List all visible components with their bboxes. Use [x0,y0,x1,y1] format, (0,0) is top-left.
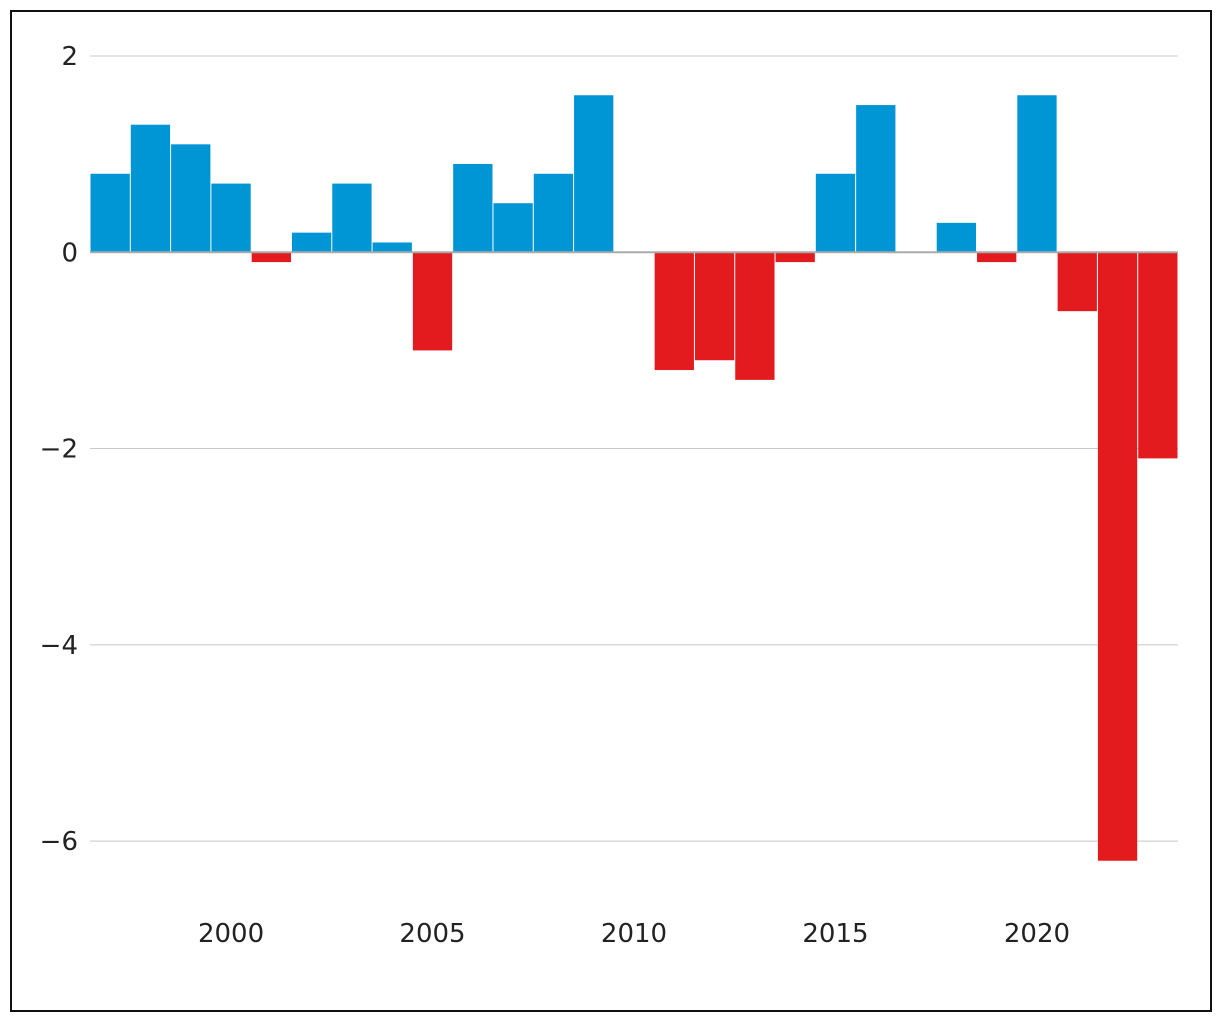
bar-2007 [493,203,533,253]
bar-2014 [775,252,815,263]
bar-2005 [412,252,453,351]
x-tick-label: 2010 [601,919,667,949]
bar-2008 [533,173,574,253]
y-tick-label: 2 [61,42,78,72]
bar-2016 [856,105,896,253]
bar-2012 [694,252,735,361]
bar-2003 [332,183,372,253]
grid-lines [90,55,1178,842]
bar-2018 [936,222,977,253]
x-tick-label: 2015 [802,919,868,949]
bar-2000 [211,183,251,253]
x-axis-ticks: 2000 2005 2010 2015 2020 [198,919,1070,949]
x-tick-label: 2020 [1004,919,1070,949]
y-tick-label: 0 [61,238,78,268]
bar-2020 [1017,95,1057,253]
bar-2019 [977,252,1017,263]
bar-1997 [90,173,130,253]
y-tick-label: −6 [40,827,78,857]
bar-2002 [291,232,332,253]
bar-2009 [574,95,614,253]
y-tick-label: −4 [40,631,78,661]
bar-2015 [815,173,856,253]
x-tick-label: 2005 [399,919,465,949]
bar-2023 [1138,252,1178,459]
x-tick-label: 2000 [198,919,264,949]
bar-1999 [171,144,211,253]
bar-2001 [251,252,291,263]
bar-2004 [372,242,412,253]
y-axis-ticks: 2 0 −2 −4 −6 [40,42,78,857]
bar-chart: 2 0 −2 −4 −6 2000 2005 2010 2015 2020 [40,42,1178,949]
bar-2011 [654,252,694,371]
bar-2006 [453,163,493,253]
bar-series [90,95,1178,861]
bar-2021 [1057,252,1097,312]
bar-1998 [130,124,171,253]
bar-2022 [1097,252,1138,861]
bar-2013 [735,252,775,380]
chart-frame: 2 0 −2 −4 −6 2000 2005 2010 2015 2020 [10,10,1212,1012]
y-tick-label: −2 [40,435,78,465]
